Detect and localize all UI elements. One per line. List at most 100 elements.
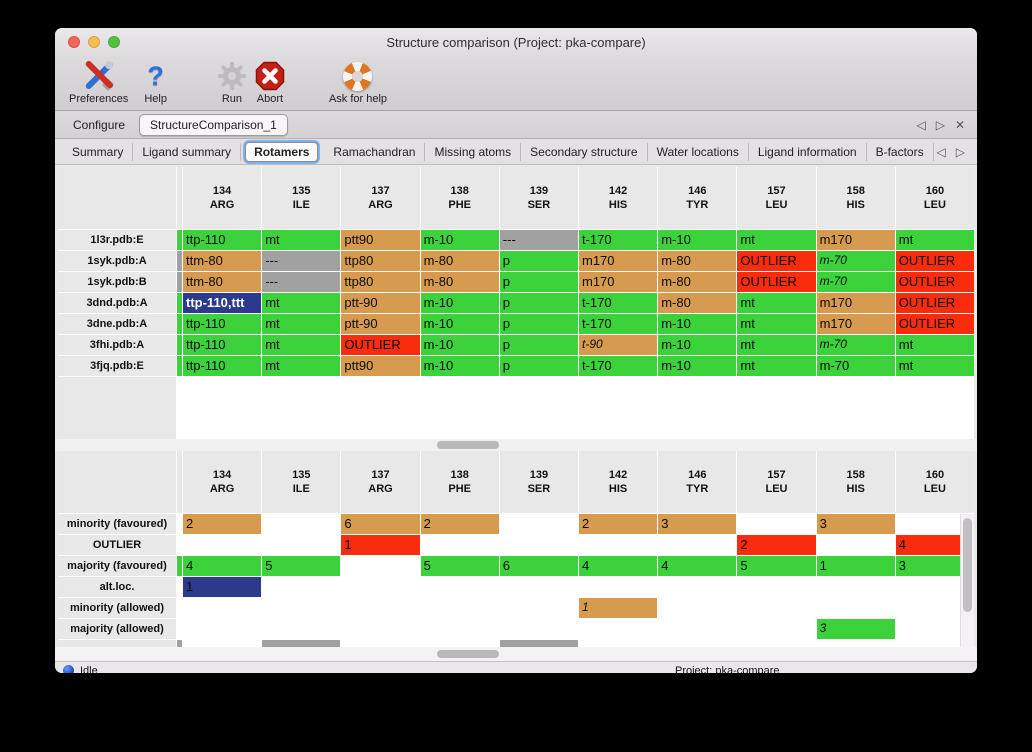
table-cell[interactable]: --- — [499, 230, 578, 250]
horizontal-scrollbar-thumb[interactable] — [437, 650, 499, 658]
table-cell[interactable]: mt — [262, 335, 341, 355]
table-cell[interactable]: p — [499, 272, 578, 292]
table-cell[interactable]: m170 — [578, 251, 658, 271]
table-cell[interactable]: 6 — [341, 514, 420, 534]
table-cell[interactable] — [341, 577, 420, 597]
table-cell[interactable]: mt — [737, 314, 816, 334]
pane-splitter[interactable] — [55, 439, 977, 451]
table-cell[interactable]: 1 — [816, 556, 895, 576]
table-cell[interactable]: OUTLIER — [737, 272, 816, 292]
subtab-scroll-left-icon[interactable]: ◁ — [936, 144, 946, 159]
table-cell[interactable]: ttm-80 — [183, 272, 262, 292]
table-cell[interactable]: m-10 — [658, 356, 737, 376]
table-cell[interactable]: 6 — [499, 556, 578, 576]
table-cell[interactable]: m-80 — [420, 251, 499, 271]
table-cell[interactable] — [499, 619, 578, 639]
table-cell[interactable]: m170 — [816, 293, 895, 313]
table-cell[interactable] — [262, 619, 341, 639]
run-button[interactable]: Run — [217, 59, 247, 105]
table-cell[interactable] — [499, 598, 578, 618]
table-cell[interactable]: 5 — [262, 556, 341, 576]
table-cell[interactable]: 1 — [183, 577, 262, 597]
minimize-window-button[interactable] — [88, 36, 100, 48]
subtab-scroll-right-icon[interactable]: ▷ — [955, 144, 965, 159]
table-cell[interactable]: 2 — [183, 514, 262, 534]
table-cell[interactable] — [341, 598, 420, 618]
table-cell[interactable] — [341, 640, 420, 647]
table-cell[interactable]: OUTLIER — [737, 251, 816, 271]
table-cell[interactable]: t-170 — [578, 356, 658, 376]
table-cell[interactable] — [578, 535, 658, 555]
table-cell[interactable]: ptt90 — [341, 356, 420, 376]
table-cell[interactable] — [420, 535, 499, 555]
table-cell[interactable] — [658, 640, 737, 647]
table-cell[interactable]: ptt-90 — [341, 293, 420, 313]
table-cell[interactable]: ttp-110 — [183, 356, 262, 376]
table-cell[interactable] — [262, 514, 341, 534]
table-cell[interactable]: OUTLIER — [895, 272, 974, 292]
table-cell[interactable] — [183, 598, 262, 618]
table-cell[interactable]: mt — [737, 293, 816, 313]
table-cell[interactable]: p — [499, 293, 578, 313]
table-cell[interactable]: OUTLIER — [895, 293, 974, 313]
tab-close-icon[interactable]: ✕ — [954, 117, 965, 132]
table-cell[interactable] — [578, 640, 658, 647]
table-cell[interactable]: 1 — [341, 535, 420, 555]
ask-for-help-button[interactable]: Ask for help — [329, 59, 387, 105]
table-cell[interactable] — [816, 535, 895, 555]
sub-tab-b-factors[interactable]: B-factors — [867, 142, 934, 161]
table-cell[interactable] — [816, 640, 895, 647]
tab-scroll-right-icon[interactable]: ▷ — [935, 117, 945, 132]
table-cell[interactable]: t-170 — [578, 230, 658, 250]
table-cell[interactable] — [262, 640, 341, 647]
table-cell[interactable] — [420, 577, 499, 597]
table-cell[interactable]: 2 — [420, 514, 499, 534]
table-cell[interactable] — [341, 556, 420, 576]
table-cell[interactable] — [895, 619, 974, 639]
table-cell[interactable] — [499, 577, 578, 597]
splitter-handle-icon[interactable] — [437, 441, 499, 449]
table-cell[interactable]: --- — [262, 251, 341, 271]
table-cell[interactable] — [895, 598, 974, 618]
table-cell[interactable]: m-10 — [420, 356, 499, 376]
table-cell[interactable]: ttm-80 — [183, 251, 262, 271]
table-cell[interactable]: 4 — [578, 556, 658, 576]
table-cell[interactable]: 3 — [816, 514, 895, 534]
table-cell[interactable] — [658, 619, 737, 639]
table-cell[interactable] — [737, 514, 816, 534]
help-button[interactable]: ? Help — [144, 59, 167, 105]
table-cell[interactable]: 3 — [895, 556, 974, 576]
table-cell[interactable]: m-10 — [658, 335, 737, 355]
table-cell[interactable]: mt — [262, 314, 341, 334]
vertical-scrollbar[interactable] — [960, 514, 974, 647]
table-cell[interactable]: t-170 — [578, 293, 658, 313]
table-cell[interactable] — [658, 577, 737, 597]
table-cell[interactable]: mt — [262, 356, 341, 376]
table-cell[interactable] — [578, 619, 658, 639]
table-cell[interactable]: m170 — [578, 272, 658, 292]
table-cell[interactable] — [183, 619, 262, 639]
table-cell[interactable] — [737, 598, 816, 618]
table-cell[interactable]: m-70 — [816, 356, 895, 376]
table-cell[interactable]: 5 — [420, 556, 499, 576]
main-tab-structurecomparison_1[interactable]: StructureComparison_1 — [139, 113, 288, 136]
table-cell[interactable]: OUTLIER — [341, 335, 420, 355]
sub-tab-ligand-summary[interactable]: Ligand summary — [133, 142, 242, 161]
table-cell[interactable]: m-70 — [816, 272, 895, 292]
table-cell[interactable]: 3 — [658, 514, 737, 534]
close-window-button[interactable] — [68, 36, 80, 48]
table-cell[interactable] — [183, 640, 262, 647]
table-cell[interactable]: p — [499, 335, 578, 355]
table-cell[interactable]: ttp-110 — [183, 335, 262, 355]
sub-tab-water-locations[interactable]: Water locations — [648, 142, 749, 161]
table-cell[interactable]: ttp80 — [341, 251, 420, 271]
table-cell[interactable]: 1 — [578, 598, 658, 618]
table-cell[interactable]: 3 — [816, 619, 895, 639]
table-cell[interactable]: m-70 — [816, 251, 895, 271]
table-cell[interactable] — [262, 577, 341, 597]
table-cell[interactable]: m170 — [816, 230, 895, 250]
table-cell[interactable] — [737, 640, 816, 647]
main-tab-configure[interactable]: Configure — [73, 117, 126, 132]
table-cell[interactable] — [420, 640, 499, 647]
table-cell[interactable]: t-170 — [578, 314, 658, 334]
